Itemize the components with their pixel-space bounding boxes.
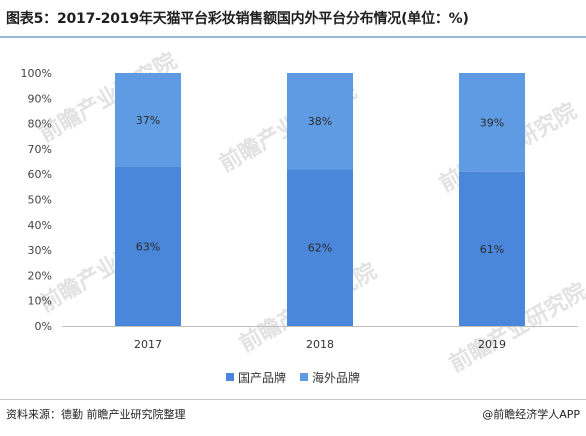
x-tick-label: 2017: [134, 338, 162, 351]
stacked-bar-chart: 0% 10% 20% 30% 40% 50% 60% 70% 80% 90% 100% 63% 37% 2…: [21, 67, 578, 351]
bar-foreign-2019: [459, 73, 525, 172]
source-note: 资料来源：德勤 前瞻产业研究院整理: [6, 408, 186, 421]
y-tick-label: 40%: [28, 219, 52, 232]
legend-label-domestic: 国产品牌: [237, 370, 286, 385]
bar-foreign-2017: [115, 73, 181, 167]
footer-divider: [0, 399, 586, 400]
y-tick-label: 50%: [28, 194, 52, 207]
bar-domestic-2018: [287, 169, 353, 326]
data-label: 62%: [308, 242, 332, 255]
legend-swatch-domestic: [225, 373, 234, 381]
y-tick-label: 100%: [21, 67, 52, 80]
bar-domestic-2017: [115, 166, 181, 326]
title-divider: [0, 36, 586, 38]
credit-note: @前瞻经济学人APP: [482, 408, 580, 421]
legend-swatch-foreign: [300, 373, 308, 381]
data-label: 39%: [480, 116, 504, 129]
y-tick-label: 70%: [28, 143, 52, 156]
data-label: 61%: [480, 243, 504, 256]
x-tick-label: 2019: [478, 338, 506, 351]
y-tick-label: 60%: [28, 168, 52, 181]
chart-title: 图表5：2017-2019年天猫平台彩妆销售额国内外平台分布情况(单位：%): [6, 11, 469, 27]
y-tick-label: 90%: [28, 92, 52, 105]
y-tick-label: 30%: [28, 244, 52, 257]
bar-foreign-2018: [287, 73, 353, 170]
legend-item-foreign: 海外品牌: [300, 369, 360, 386]
y-tick-label: 10%: [28, 295, 52, 308]
y-tick-label: 80%: [28, 118, 52, 131]
data-label: 37%: [136, 114, 160, 127]
data-label: 63%: [136, 240, 160, 253]
data-label: 38%: [308, 115, 332, 128]
x-tick-label: 2018: [306, 338, 334, 351]
y-tick-label: 0%: [35, 320, 52, 333]
chart-legend: 国产品牌 海外品牌: [0, 368, 586, 386]
y-tick-label: 20%: [28, 269, 52, 282]
bar-domestic-2019: [459, 171, 525, 326]
legend-label-foreign: 海外品牌: [312, 370, 361, 385]
legend-item-domestic: 国产品牌: [225, 369, 286, 386]
